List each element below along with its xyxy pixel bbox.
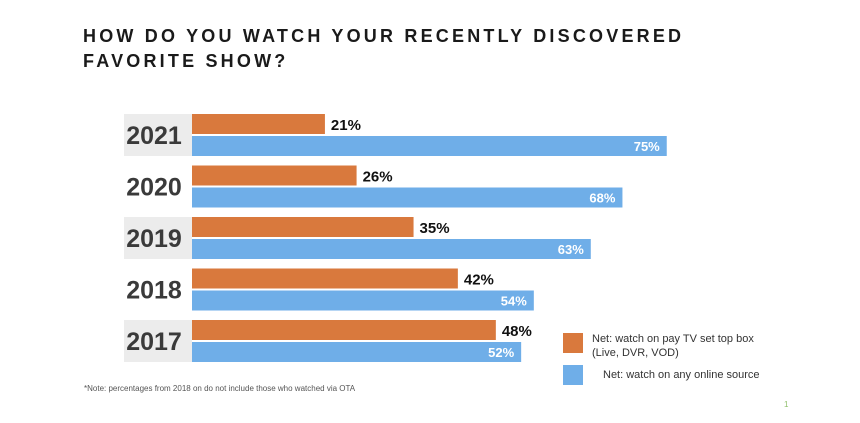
bar-online-2019 — [192, 239, 591, 259]
category-label-2018: 2018 — [126, 277, 182, 305]
data-label-online-2017: 52% — [488, 345, 514, 360]
bar-pay-tv-2021 — [192, 114, 325, 134]
legend-swatch-pay-tv — [563, 333, 583, 353]
footnote: *Note: percentages from 2018 on do not i… — [84, 384, 356, 393]
data-label-online-2018: 54% — [501, 294, 527, 309]
bar-pay-tv-2019 — [192, 217, 414, 237]
bar-pay-tv-2018 — [192, 268, 458, 289]
bar-pay-tv-2017 — [192, 320, 496, 340]
data-label-pay-tv-2018: 42% — [464, 272, 494, 289]
bar-online-2017 — [192, 342, 522, 362]
category-label-2019: 2019 — [126, 225, 182, 253]
legend-swatch-online — [563, 365, 583, 385]
bar-online-2020 — [192, 187, 623, 208]
category-band-2017 — [124, 320, 192, 362]
category-label-2020: 2020 — [126, 174, 182, 202]
legend-label-pay-tv: Net: watch on pay TV set top box (Live, … — [592, 333, 754, 359]
data-label-pay-tv-2020: 26% — [363, 169, 393, 186]
category-band-2019 — [124, 217, 192, 259]
bar-pay-tv-2020 — [192, 165, 357, 186]
bar-online-2021 — [192, 136, 667, 156]
data-label-pay-tv-2021: 21% — [331, 117, 361, 134]
data-label-online-2020: 68% — [589, 191, 615, 206]
legend-label-online: Net: watch on any online source — [603, 369, 760, 381]
category-label-2017: 2017 — [126, 328, 182, 356]
data-label-pay-tv-2017: 48% — [502, 323, 532, 340]
category-label-2021: 2021 — [126, 122, 182, 150]
data-label-online-2019: 63% — [558, 242, 584, 257]
chart-title: HOW DO YOU WATCH YOUR RECENTLY DISCOVERE… — [83, 26, 685, 71]
page-number: 1 — [784, 400, 789, 409]
category-band-2021 — [124, 114, 192, 156]
data-label-online-2021: 75% — [634, 139, 660, 154]
bar-online-2018 — [192, 290, 534, 311]
data-label-pay-tv-2019: 35% — [420, 220, 450, 237]
